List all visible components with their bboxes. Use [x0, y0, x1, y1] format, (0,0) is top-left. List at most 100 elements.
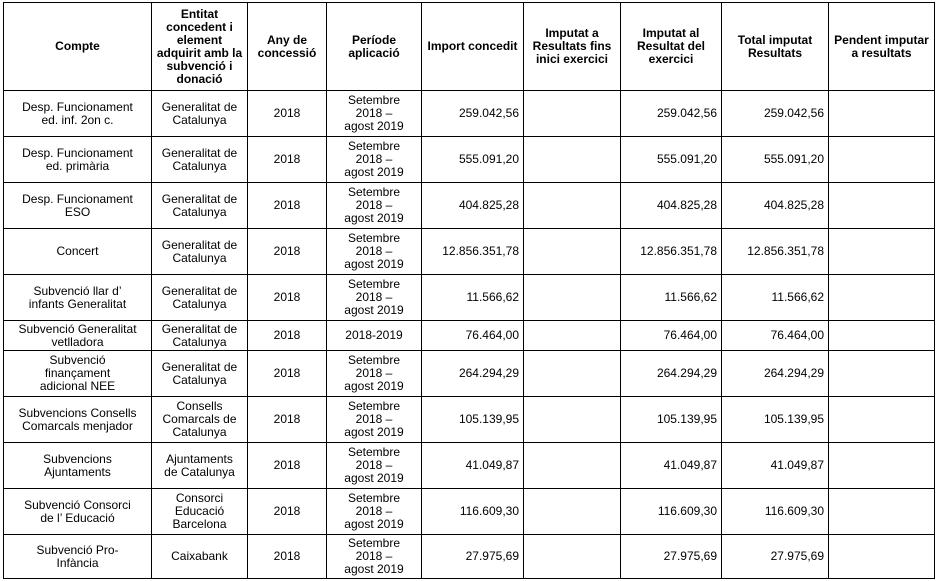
- cell-compte-text: Subvenció finançament adicional NEE: [39, 353, 116, 393]
- cell-imputat-exercici-text: 12.856.351,78: [640, 244, 717, 258]
- cell-periode: 2018-2019: [326, 320, 422, 351]
- cell-compte: Subvenció Consorci de l’ Educació: [3, 488, 152, 535]
- cell-entitat: Generalitat de Catalunya: [151, 350, 248, 397]
- cell-any-text: 2018: [273, 152, 301, 166]
- cell-entitat-text: Consells Comarcals de Catalunya: [162, 399, 237, 439]
- cell-periode-text: Setembre 2018 – agost 2019: [344, 185, 404, 225]
- cell-any: 2018: [247, 320, 327, 351]
- table-row: Subvenció Pro- Infància Caixabank 2018 Sete…: [3, 534, 935, 579]
- cell-periode: Setembre 2018 – agost 2019: [326, 136, 422, 183]
- cell-compte-text: Subvenció Consorci de l’ Educació: [24, 497, 131, 525]
- cell-entitat: Generalitat de Catalunya: [151, 274, 248, 321]
- cell-periode: Setembre 2018 – agost 2019: [326, 350, 422, 397]
- header-pendent: Pendent imputar a resultats: [828, 2, 935, 91]
- header-imputat-exercici: Imputat al Resultat del exercici: [620, 2, 722, 91]
- cell-entitat: Generalitat de Catalunya: [151, 228, 248, 275]
- cell-imputat-inici: [523, 396, 621, 443]
- cell-total-text: 555.091,20: [763, 152, 824, 166]
- table-row: Subvencions Ajuntaments Ajuntaments de Ca…: [3, 442, 935, 489]
- cell-periode: Setembre 2018 – agost 2019: [326, 442, 422, 489]
- cell-import-text: 105.139,95: [458, 412, 519, 426]
- cell-any: 2018: [247, 274, 327, 321]
- cell-periode: Setembre 2018 – agost 2019: [326, 228, 422, 275]
- table-row: Desp. Funcionament ed. primària Generalit…: [3, 136, 935, 183]
- cell-imputat-exercici-text: 76.464,00: [663, 328, 717, 342]
- cell-import-text: 27.975,69: [465, 549, 519, 563]
- cell-entitat-text: Ajuntaments de Catalunya: [164, 451, 235, 479]
- cell-import: 105.139,95: [421, 396, 524, 443]
- cell-compte-text: Desp. Funcionament ed. primària: [22, 145, 133, 173]
- cell-imputat-exercici: 12.856.351,78: [620, 228, 722, 275]
- header-import: Import concedit: [421, 2, 524, 91]
- cell-imputat-inici: [523, 442, 621, 489]
- cell-imputat-exercici: 404.825,28: [620, 182, 722, 229]
- cell-any: 2018: [247, 442, 327, 489]
- cell-imputat-inici: [523, 534, 621, 579]
- cell-entitat-text: Caixabank: [171, 549, 228, 563]
- cell-total-text: 11.566,62: [771, 290, 825, 304]
- cell-compte-text: Subvenció Generalitat vetlladora: [18, 321, 137, 349]
- cell-import: 264.294,29: [421, 350, 524, 397]
- cell-imputat-exercici: 27.975,69: [620, 534, 722, 579]
- cell-imputat-exercici: 105.139,95: [620, 396, 722, 443]
- cell-imputat-exercici-text: 264.294,29: [656, 366, 717, 380]
- cell-imputat-exercici: 11.566,62: [620, 274, 722, 321]
- cell-imputat-exercici-text: 27.975,69: [663, 549, 717, 563]
- cell-import: 12.856.351,78: [421, 228, 524, 275]
- cell-total: 105.139,95: [721, 396, 829, 443]
- cell-total: 41.049,87: [721, 442, 829, 489]
- cell-compte-text: Subvencions Consells Comarcals menjador: [18, 405, 137, 433]
- cell-compte: Subvenció Generalitat vetlladora: [3, 320, 152, 351]
- header-any: Any de concessió: [247, 2, 327, 91]
- cell-import-text: 41.049,87: [465, 458, 519, 472]
- cell-imputat-exercici: 76.464,00: [620, 320, 722, 351]
- cell-any: 2018: [247, 396, 327, 443]
- cell-import: 41.049,87: [421, 442, 524, 489]
- header-total: Total imputat Resultats: [721, 2, 829, 91]
- cell-any: 2018: [247, 228, 327, 275]
- cell-entitat-text: Generalitat de Catalunya: [161, 321, 238, 349]
- cell-pendent: [828, 488, 935, 535]
- cell-any: 2018: [247, 488, 327, 535]
- cell-import: 555.091,20: [421, 136, 524, 183]
- cell-imputat-exercici: 41.049,87: [620, 442, 722, 489]
- cell-imputat-exercici: 116.609,30: [620, 488, 722, 535]
- cell-entitat: Ajuntaments de Catalunya: [151, 442, 248, 489]
- cell-entitat-text: Generalitat de Catalunya: [161, 237, 238, 265]
- cell-total-text: 404.825,28: [763, 198, 824, 212]
- cell-compte: Desp. Funcionament ESO: [3, 182, 152, 229]
- grants-table: Compte Entitat concedent i element adqui…: [3, 2, 935, 579]
- cell-total: 11.566,62: [721, 274, 829, 321]
- cell-imputat-exercici-text: 116.609,30: [657, 504, 717, 518]
- cell-entitat-text: Generalitat de Catalunya: [161, 191, 238, 219]
- cell-compte: Desp. Funcionament ed. inf. 2on c.: [3, 90, 152, 137]
- cell-total: 259.042,56: [721, 90, 829, 137]
- cell-any-text: 2018: [273, 504, 301, 518]
- cell-total-text: 264.294,29: [763, 366, 824, 380]
- cell-imputat-inici: [523, 488, 621, 535]
- cell-entitat: Generalitat de Catalunya: [151, 136, 248, 183]
- cell-imputat-exercici-text: 404.825,28: [656, 198, 717, 212]
- cell-any-text: 2018: [273, 290, 301, 304]
- cell-import: 27.975,69: [421, 534, 524, 579]
- header-imputat-inici: Imputat a Resultats fins inici exercici: [523, 2, 621, 91]
- header-entitat: Entitat concedent i element adquirit amb…: [151, 2, 248, 91]
- cell-imputat-inici: [523, 136, 621, 183]
- cell-periode: Setembre 2018 – agost 2019: [326, 534, 422, 579]
- cell-imputat-inici: [523, 228, 621, 275]
- cell-any-text: 2018: [273, 549, 301, 563]
- cell-imputat-exercici: 264.294,29: [620, 350, 722, 397]
- cell-compte-text: Subvenció llar d’ infants Generalitat: [28, 283, 127, 311]
- header-row: Compte Entitat concedent i element adqui…: [3, 2, 935, 91]
- cell-any: 2018: [247, 90, 327, 137]
- cell-any-text: 2018: [273, 366, 301, 380]
- cell-total-text: 41.049,87: [770, 458, 824, 472]
- cell-compte: Concert: [3, 228, 152, 275]
- cell-compte: Subvenció llar d’ infants Generalitat: [3, 274, 152, 321]
- cell-compte-text: Subvenció Pro- Infància: [36, 542, 119, 570]
- cell-periode: Setembre 2018 – agost 2019: [326, 396, 422, 443]
- cell-total: 12.856.351,78: [721, 228, 829, 275]
- cell-imputat-exercici-text: 41.049,87: [663, 458, 717, 472]
- cell-pendent: [828, 228, 935, 275]
- cell-entitat-text: Generalitat de Catalunya: [161, 283, 238, 311]
